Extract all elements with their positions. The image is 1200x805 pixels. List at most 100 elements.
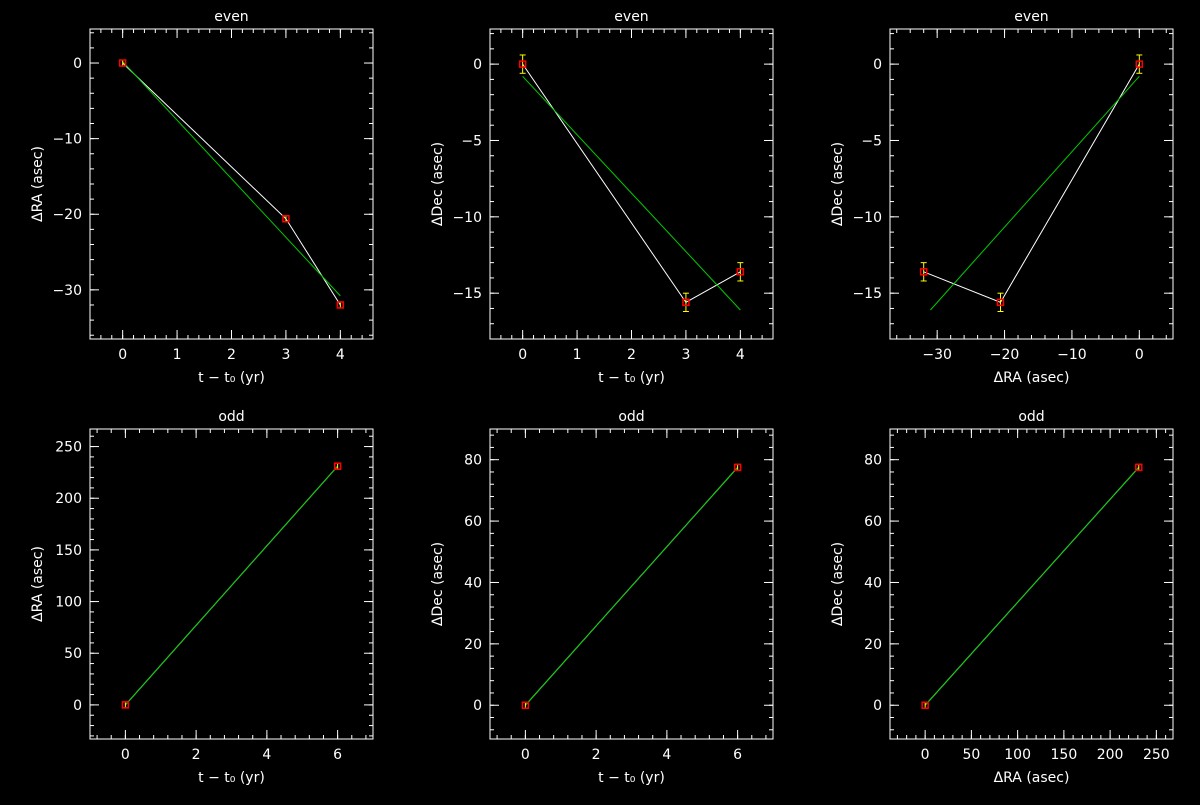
plot-frame: [89, 28, 374, 340]
data-point: [733, 463, 742, 472]
y-tick-label: 0: [473, 698, 482, 714]
error-bar: [519, 54, 526, 74]
x-tick-label: 0: [118, 347, 127, 363]
x-tick-label: 100: [1004, 747, 1031, 763]
x-axis-label: t − t₀ (yr): [198, 770, 265, 786]
x-tick-label: 250: [1143, 747, 1170, 763]
x-tick-label: 0: [521, 747, 530, 763]
x-tick-label: −30: [922, 347, 952, 363]
chart-title: odd: [218, 409, 244, 425]
y-tick-label: −15: [852, 286, 882, 302]
y-tick-label: 20: [464, 637, 482, 653]
y-axis-label: ΔRA (asec): [30, 546, 46, 622]
x-tick-label: 2: [627, 347, 636, 363]
plot-frame: [489, 28, 774, 340]
data-point: [1135, 463, 1143, 472]
y-tick-label: 80: [464, 453, 482, 469]
panel-6: 0 50 100 150 200 250 0 20 40 60 80 odd ΔRA (asec) ΔDe…: [830, 409, 1174, 786]
y-tick-label: 50: [64, 646, 82, 662]
data-point: [336, 301, 345, 309]
data-point: [333, 462, 342, 470]
data-line: [923, 63, 1140, 303]
x-tick-label: 200: [1097, 747, 1124, 763]
x-tick-label: 0: [121, 747, 130, 763]
chart-title: even: [1014, 9, 1048, 25]
chart-title: even: [614, 9, 648, 25]
y-tick-label: 0: [73, 698, 82, 714]
y-tick-label: 40: [864, 575, 882, 591]
x-tick-label: 2: [192, 747, 201, 763]
chart-title: odd: [1018, 409, 1044, 425]
data-point: [919, 268, 928, 276]
data-point: [736, 268, 745, 276]
x-tick-label: 50: [962, 747, 980, 763]
fit-line: [525, 467, 738, 706]
y-tick-label: 60: [864, 514, 882, 530]
panel-2: 0 1 2 3 4 −15 −10 −5 0 even t − t₀ (yr) ΔDec (asec): [430, 9, 774, 386]
fit-line: [122, 61, 341, 297]
data-point: [121, 701, 130, 709]
panel-3: −30 −20 −10 0 −15 −10 −5 0 even ΔRA (asec) ΔDec (a…: [830, 9, 1174, 386]
data-point: [282, 215, 290, 223]
panel-4: 0 2 4 6 0 50 100 150 200 250 odd t − t₀ (yr) ΔRA (as…: [30, 409, 374, 786]
x-tick-label: 2: [227, 347, 236, 363]
x-tick-label: 1: [173, 347, 182, 363]
y-tick-label: −20: [52, 207, 82, 223]
y-tick-label: −30: [52, 283, 82, 299]
x-axis-label: t − t₀ (yr): [598, 370, 665, 386]
y-tick-label: 0: [873, 57, 882, 73]
x-tick-label: 6: [333, 747, 342, 763]
x-axis-label: ΔRA (asec): [994, 770, 1070, 786]
y-tick-label: 0: [73, 56, 82, 72]
x-axis-label: t − t₀ (yr): [598, 770, 665, 786]
y-tick-label: 250: [55, 440, 82, 456]
y-tick-label: 20: [864, 637, 882, 653]
data-point: [921, 701, 929, 709]
data-point: [996, 298, 1005, 307]
y-tick-label: −10: [52, 132, 82, 148]
data-point: [118, 59, 127, 67]
x-tick-label: 0: [518, 347, 527, 363]
panel-1: 0 1 2 3 4 −30 −20 −10 0 even t − t₀ (yr) ΔRA (asec): [30, 9, 374, 386]
x-tick-label: −10: [1057, 347, 1087, 363]
error-bar: [737, 262, 744, 282]
y-tick-label: 100: [55, 595, 82, 611]
fit-line: [930, 76, 1140, 311]
fit-line: [522, 75, 741, 311]
y-tick-label: 0: [873, 698, 882, 714]
y-tick-label: −10: [452, 210, 482, 226]
y-tick-label: 80: [864, 453, 882, 469]
y-axis-label: ΔDec (asec): [430, 542, 446, 626]
plot-frame: [89, 428, 374, 740]
data-point: [682, 298, 690, 307]
error-bar: [1136, 54, 1143, 74]
x-tick-label: −20: [990, 347, 1020, 363]
y-axis-label: ΔDec (asec): [430, 142, 446, 226]
fit-line: [924, 467, 1140, 706]
y-tick-label: 200: [55, 491, 82, 507]
fit-line: [125, 465, 338, 706]
y-tick-label: 40: [464, 575, 482, 591]
x-axis-label: t − t₀ (yr): [198, 370, 265, 386]
data-point: [518, 60, 527, 68]
y-tick-label: 0: [473, 57, 482, 73]
chart-title: even: [214, 9, 248, 25]
chart-title: odd: [618, 409, 644, 425]
x-tick-label: 0: [1135, 347, 1144, 363]
y-axis-label: ΔDec (asec): [830, 542, 846, 626]
error-bar: [920, 262, 927, 282]
y-axis-label: ΔRA (asec): [30, 146, 46, 222]
y-axis-label: ΔDec (asec): [830, 142, 846, 226]
plot-frame: [489, 428, 774, 740]
x-tick-label: 6: [733, 747, 742, 763]
y-tick-label: −5: [461, 133, 482, 149]
y-tick-label: 150: [55, 543, 82, 559]
y-tick-label: 60: [464, 514, 482, 530]
x-tick-label: 1: [573, 347, 582, 363]
y-tick-label: −5: [861, 133, 882, 149]
error-bar: [682, 292, 689, 313]
error-bar: [997, 292, 1004, 313]
